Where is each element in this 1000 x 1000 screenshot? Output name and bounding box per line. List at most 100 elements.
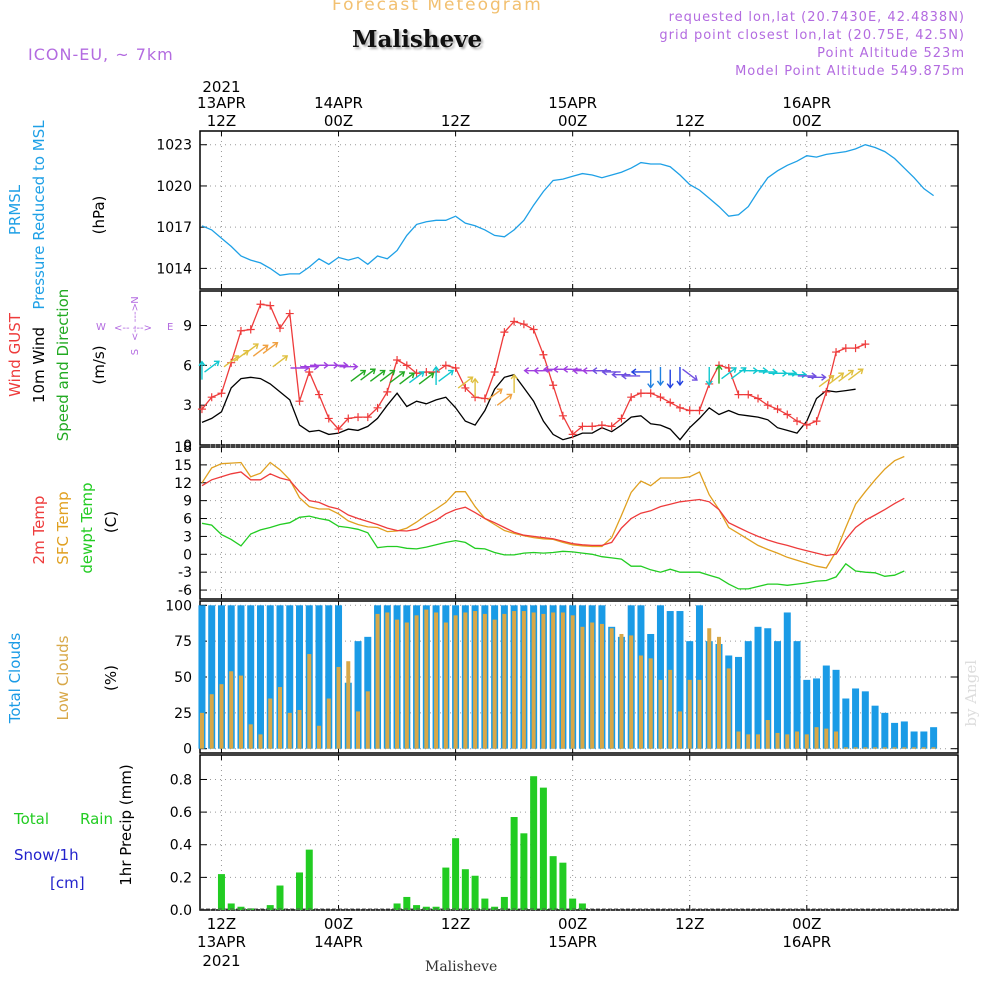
- date-label-bottom: 14APR: [314, 933, 363, 951]
- gust-marker: [597, 421, 606, 430]
- low-cloud-bar: [629, 635, 634, 749]
- y-tick-label: 25: [174, 706, 192, 722]
- low-cloud-bar: [746, 734, 751, 749]
- wind-direction-arrow: [329, 361, 349, 369]
- pressure-axis-label-short: PRMSL: [6, 184, 24, 235]
- total-cloud-bar: [754, 626, 762, 749]
- wind-direction-arrow: [399, 372, 415, 385]
- low-cloud-bar: [482, 613, 487, 749]
- low-cloud-bar: [326, 698, 331, 749]
- dewpoint-line: [201, 515, 905, 590]
- location-title: Malisheve: [352, 26, 483, 53]
- total-cloud-bar: [208, 605, 216, 749]
- low-cloud-bar: [687, 679, 692, 749]
- low-cloud-bar: [677, 711, 682, 749]
- total-cloud-bar: [930, 727, 938, 749]
- total-cloud-bar: [744, 641, 752, 749]
- hour-label-top: 12Z: [441, 112, 470, 130]
- y-tick-label: 6: [183, 358, 192, 374]
- low-cloud-bar: [473, 611, 478, 749]
- hour-label-top: 00Z: [324, 112, 353, 130]
- gust-marker: [285, 309, 294, 318]
- rain-bar: [393, 903, 401, 910]
- low-cloud-bar: [404, 622, 409, 749]
- wind-direction-arrow: [621, 372, 641, 380]
- gust-marker: [578, 422, 587, 431]
- y-tick-label: 1023: [156, 138, 192, 154]
- gust-marker: [558, 411, 567, 420]
- gust-marker: [354, 413, 363, 422]
- hour-label-top: 00Z: [558, 112, 587, 130]
- wind-direction-arrow: [656, 366, 665, 387]
- wind-direction-arrow: [682, 368, 698, 381]
- gust-marker: [773, 405, 782, 414]
- pressure-axis-label: Pressure Reduced to MSL: [30, 120, 48, 310]
- pressure-line: [201, 144, 934, 276]
- wind-direction-arrow: [818, 375, 835, 388]
- low-cloud-bar: [736, 731, 741, 749]
- total-cloud-bar: [198, 605, 206, 749]
- rain-bar: [559, 862, 567, 910]
- gust-marker: [490, 367, 499, 376]
- low-cloud-bar: [716, 636, 721, 749]
- low-cloud-bar: [219, 684, 224, 749]
- low-cloud-bar: [668, 669, 673, 749]
- gust-marker: [607, 422, 616, 431]
- wind-direction-arrow: [457, 376, 474, 389]
- low-cloud-bar: [795, 731, 800, 749]
- total-cloud-bar: [822, 665, 830, 749]
- total-cloud-bar: [783, 612, 791, 749]
- low-cloud-bar: [921, 747, 926, 749]
- clouds-unit: (%): [102, 665, 120, 691]
- gust-marker: [256, 300, 265, 309]
- rain-bar: [296, 872, 304, 910]
- low-cloud-bar: [775, 732, 780, 749]
- hour-label-top: 12Z: [675, 112, 704, 130]
- y-tick-label: 15: [174, 458, 192, 474]
- gust-marker: [851, 344, 860, 353]
- low-cloud-bar: [638, 655, 643, 749]
- hour-label-bottom: 00Z: [324, 915, 353, 933]
- gust-marker: [763, 401, 772, 410]
- meteogram-heading: Forecast Meteogram: [332, 0, 543, 15]
- y-tick-label: 1014: [156, 261, 192, 277]
- wind-direction-arrow: [262, 341, 279, 355]
- gust-marker: [500, 328, 509, 337]
- gust-marker: [510, 317, 519, 326]
- low-cloud-bar: [268, 698, 273, 749]
- low-cloud-bar: [824, 728, 829, 749]
- wind-direction-arrow: [666, 369, 674, 389]
- gust-marker: [402, 361, 411, 370]
- rain-label-total: Total: [13, 810, 49, 828]
- y-tick-label: 0.6: [170, 805, 192, 821]
- total-cloud-bar: [891, 722, 899, 749]
- wind-direction-arrow: [360, 368, 376, 381]
- wind-direction-arrow: [758, 368, 778, 376]
- precip-panel-frame: [199, 754, 959, 911]
- low-cloud-bar: [912, 747, 917, 749]
- wind-direction-arrow: [630, 368, 650, 376]
- rain-bar: [432, 906, 440, 910]
- low-cloud-bar: [843, 747, 848, 749]
- wind-direction-arrow: [252, 344, 269, 357]
- y-tick-label: 0.2: [170, 870, 192, 886]
- rain-bar: [403, 896, 411, 910]
- y-tick-label: 0.4: [170, 838, 192, 854]
- low-cloud-bar: [804, 734, 809, 749]
- y-tick-label: 6: [183, 512, 192, 528]
- low-clouds-axis-label: Low Clouds: [54, 635, 72, 720]
- snow-label: Snow/1h: [14, 846, 79, 864]
- total-cloud-bar: [656, 605, 664, 749]
- wind-direction-arrow: [496, 393, 513, 406]
- wind-direction-arrow: [290, 364, 310, 372]
- wind-unit: (m/s): [90, 345, 108, 384]
- gust-marker: [695, 406, 704, 415]
- total-cloud-bar: [247, 605, 255, 749]
- gust-marker: [324, 414, 333, 423]
- y-tick-label: 9: [183, 494, 192, 510]
- gust-marker: [441, 361, 450, 370]
- low-cloud-bar: [560, 612, 565, 749]
- gust-marker: [802, 421, 811, 430]
- wind-direction-arrow: [369, 369, 386, 382]
